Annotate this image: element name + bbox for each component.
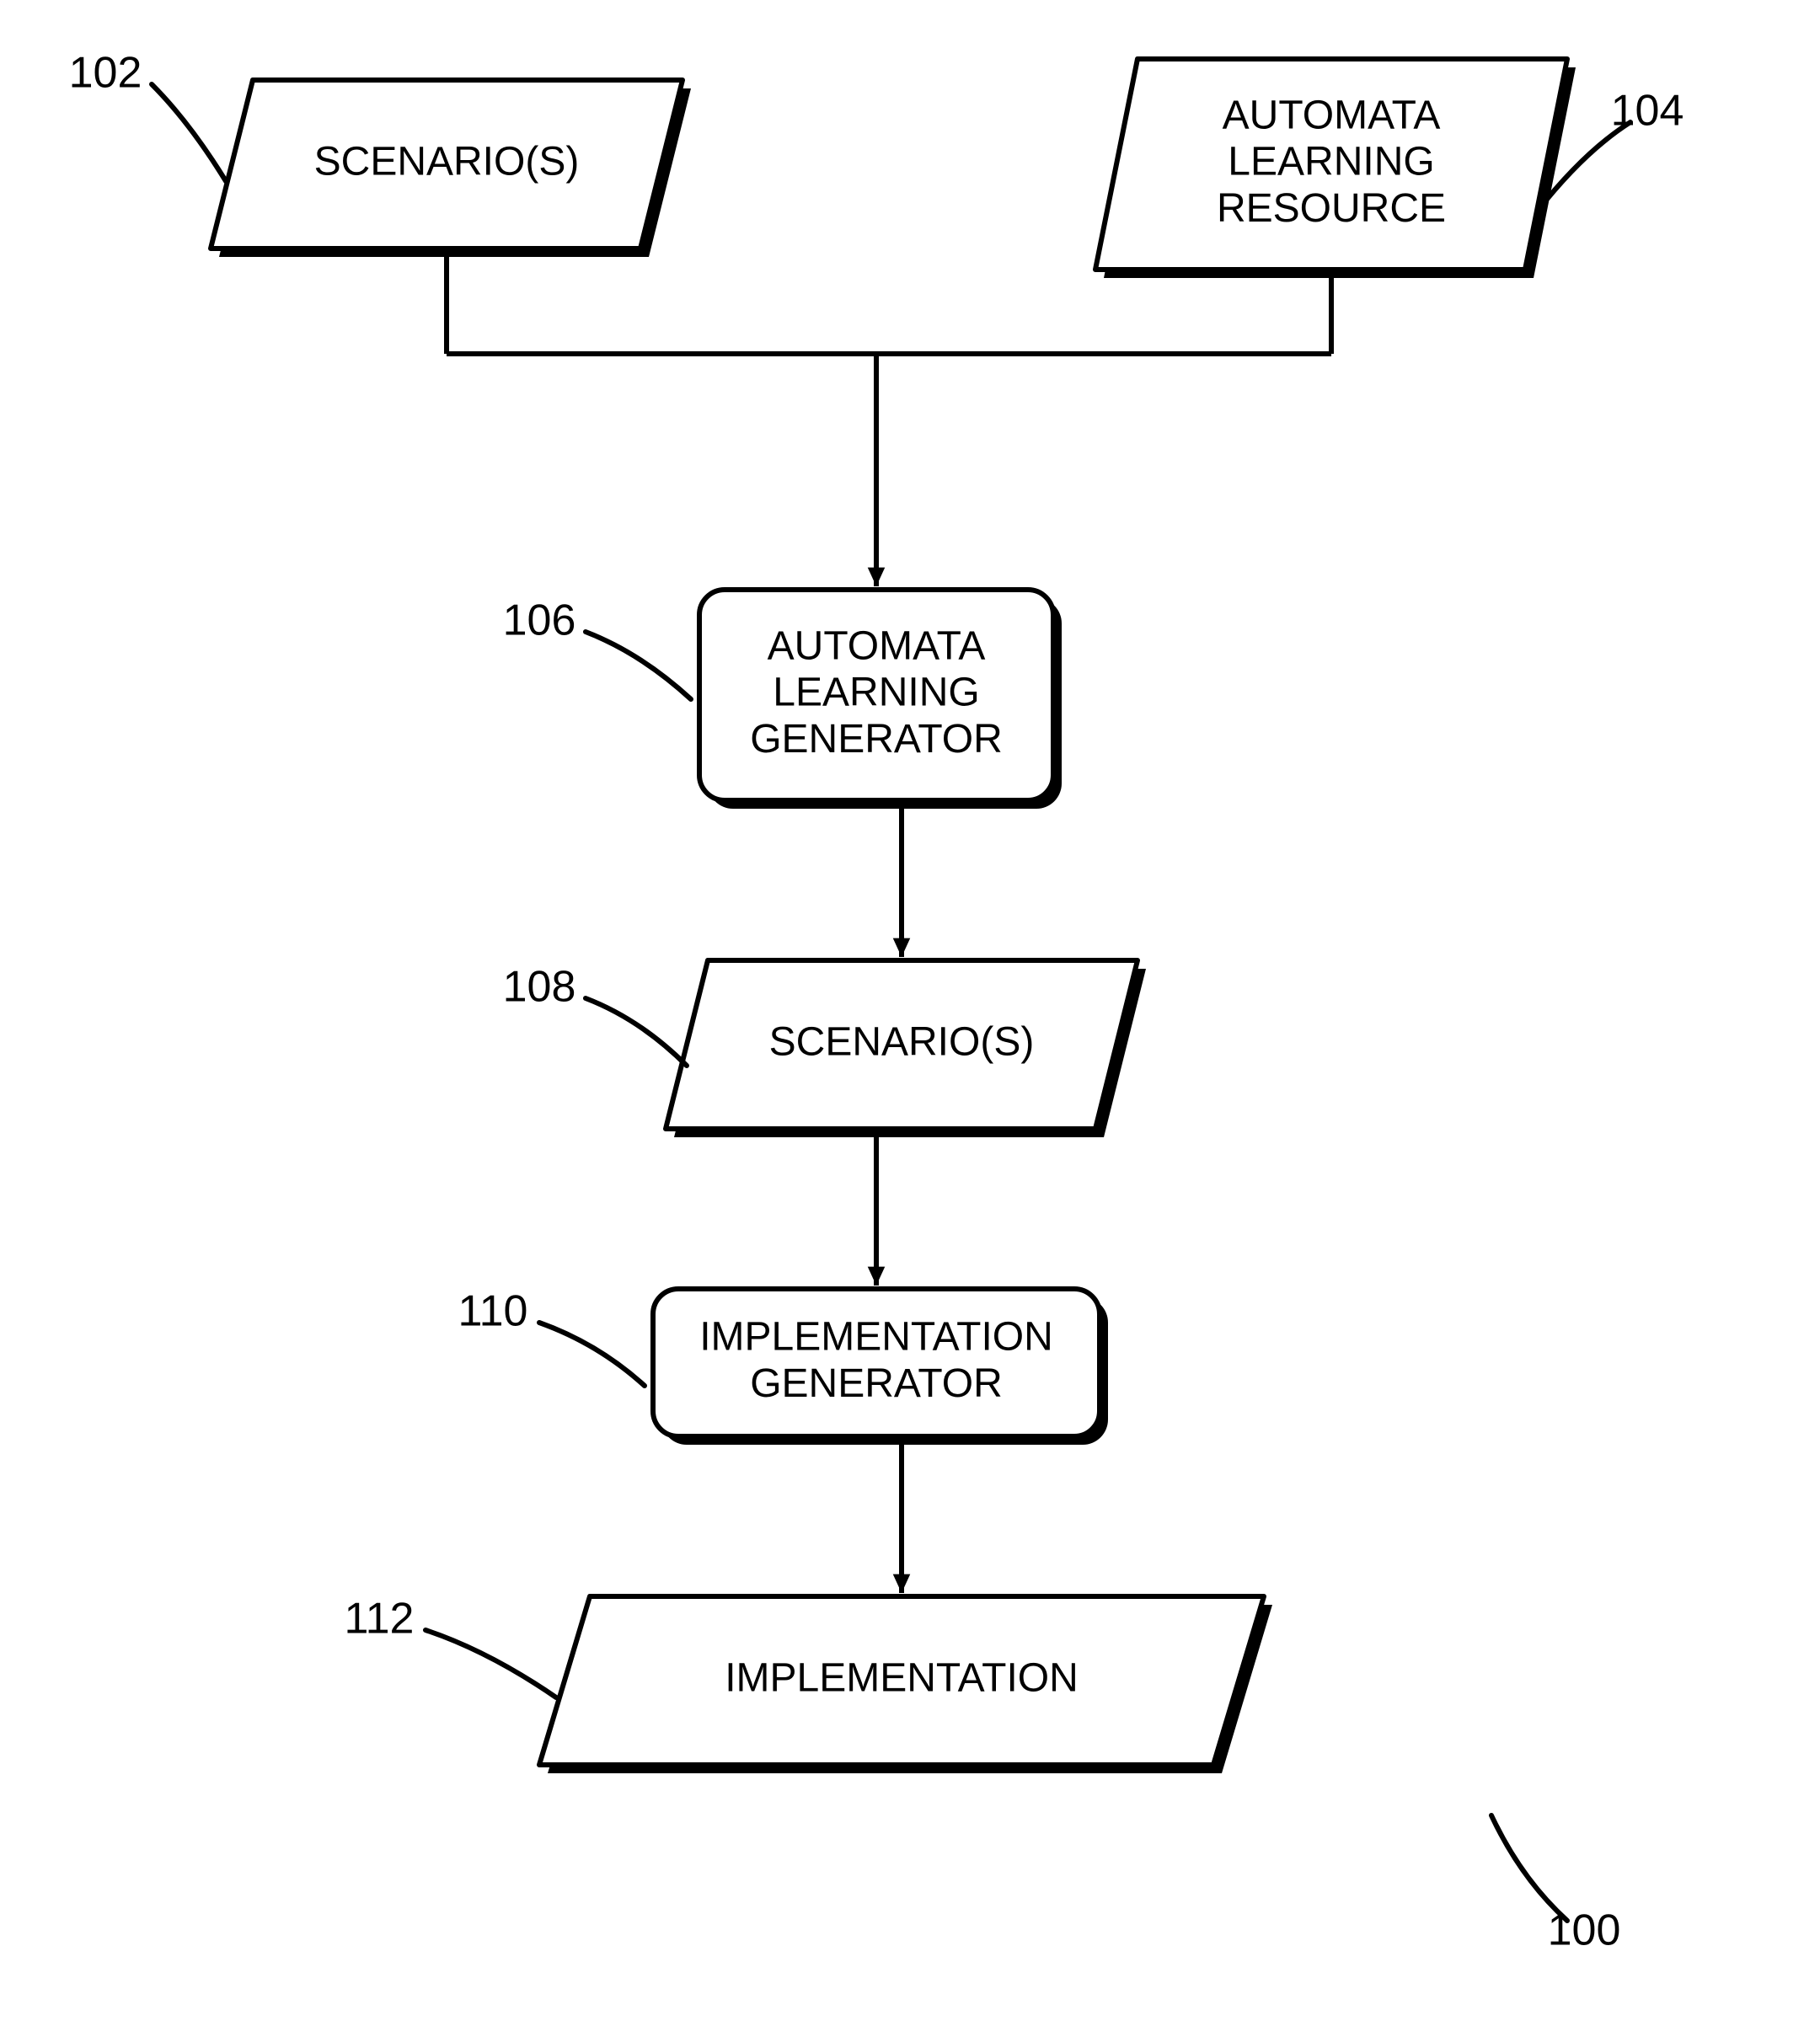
node-text: GENERATOR: [750, 717, 1003, 762]
ref-label-102: 102: [69, 49, 226, 181]
svg-text:106: 106: [503, 596, 576, 645]
svg-text:102: 102: [69, 49, 142, 98]
node-text: IMPLEMENTATION: [725, 1656, 1079, 1701]
node-text: IMPLEMENTATION: [699, 1315, 1053, 1360]
node-text: LEARNING: [1228, 140, 1434, 184]
node-n110: IMPLEMENTATIONGENERATOR: [653, 1289, 1108, 1445]
svg-text:104: 104: [1611, 87, 1684, 136]
ref-label-110: 110: [458, 1287, 645, 1386]
node-n112: IMPLEMENTATION: [539, 1596, 1272, 1773]
node-n106: AUTOMATALEARNINGGENERATOR: [699, 590, 1062, 809]
node-text: AUTOMATA: [1223, 93, 1441, 137]
svg-text:110: 110: [458, 1287, 528, 1336]
svg-text:108: 108: [503, 963, 576, 1012]
node-n104: AUTOMATALEARNINGRESOURCE: [1095, 59, 1576, 278]
node-text: SCENARIO(S): [314, 140, 580, 184]
node-text: GENERATOR: [750, 1361, 1003, 1406]
node-text: SCENARIO(S): [769, 1020, 1035, 1065]
node-n108: SCENARIO(S): [666, 960, 1146, 1137]
node-text: RESOURCE: [1217, 186, 1446, 231]
node-text: LEARNING: [773, 671, 979, 715]
node-n102: SCENARIO(S): [211, 80, 691, 257]
ref-label-108: 108: [503, 963, 687, 1066]
ref-label-112: 112: [345, 1595, 556, 1697]
svg-text:112: 112: [345, 1595, 415, 1644]
svg-text:100: 100: [1548, 1906, 1621, 1955]
node-text: AUTOMATA: [768, 623, 986, 668]
ref-label-100: 100: [1491, 1815, 1620, 1955]
ref-label-106: 106: [503, 596, 691, 699]
